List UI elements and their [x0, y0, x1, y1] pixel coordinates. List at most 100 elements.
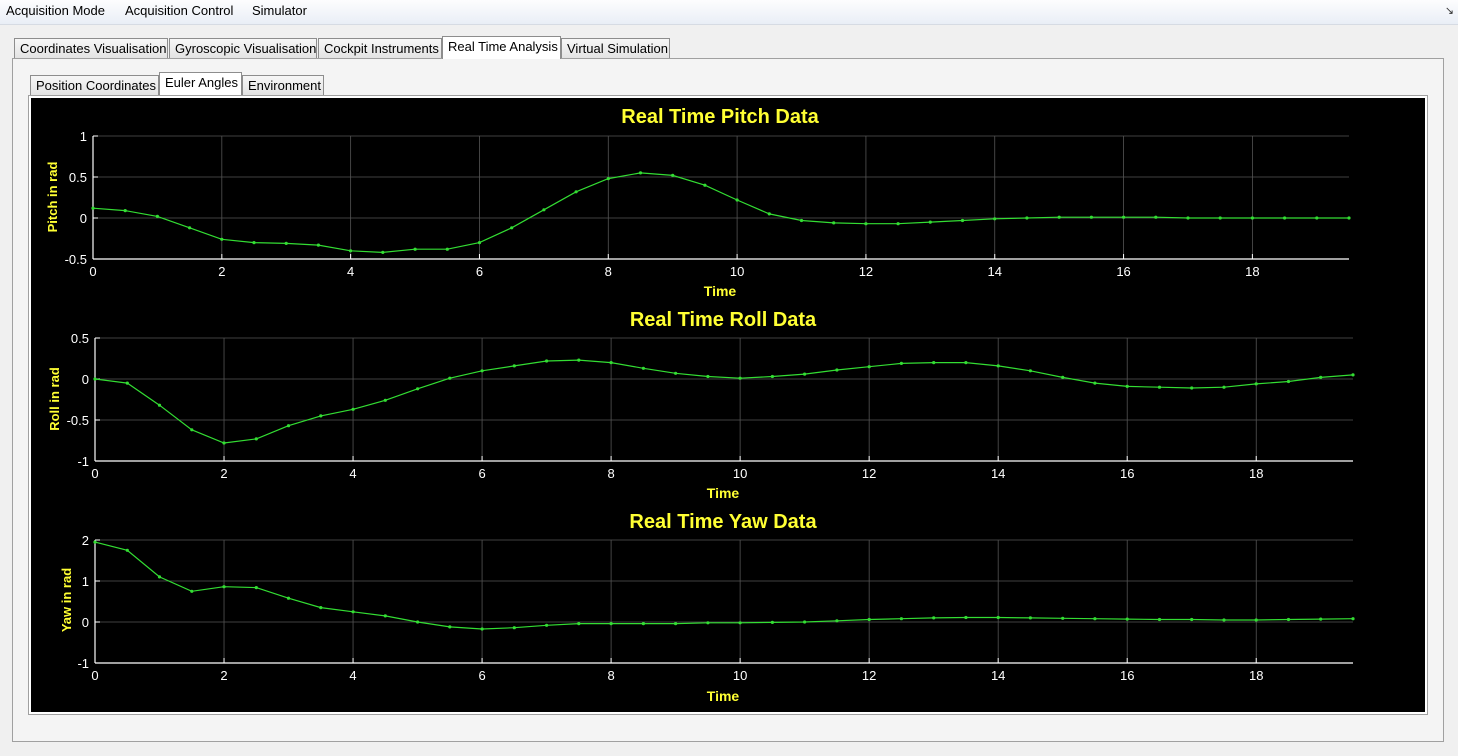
yaw-data-point — [93, 540, 97, 544]
pitch-xtick-label: 2 — [218, 264, 225, 279]
roll-data-point — [706, 374, 710, 379]
pitch-series-line — [92, 172, 1349, 254]
roll-xtick-label: 0 — [91, 466, 98, 481]
roll-data-point — [125, 381, 129, 385]
pitch-data-point — [864, 222, 868, 226]
pitch-xtick-label: 16 — [1116, 264, 1130, 279]
pitch-data-point — [1186, 216, 1190, 220]
yaw-data-point — [674, 622, 678, 626]
roll-data-point — [416, 387, 420, 391]
roll-xtick-label: 4 — [349, 466, 356, 481]
yaw-data-point — [545, 623, 549, 627]
pitch-data-point — [767, 212, 771, 216]
pitch-data-point — [1122, 215, 1126, 219]
roll-data-point — [899, 361, 904, 365]
yaw-data-point — [125, 548, 129, 552]
roll-data-point — [319, 414, 323, 418]
roll-xtick-label: 12 — [862, 466, 876, 481]
tab-coordinates-visualisation[interactable]: Coordinates Visualisation — [14, 38, 168, 58]
pitch-data-point — [445, 247, 449, 251]
tab-gyroscopic-visualisation[interactable]: Gyroscopic Visualisation — [169, 38, 317, 58]
yaw-xtick-label: 10 — [733, 668, 747, 683]
yaw-data-point — [964, 615, 968, 620]
menu-bar: Acquisition Mode Acquisition Control Sim… — [0, 0, 1458, 25]
pitch-xtick-label: 0 — [89, 264, 96, 279]
roll-data-point — [674, 371, 678, 375]
restore-arrow-icon[interactable]: ↘ — [1444, 5, 1454, 17]
menu-acquisition-control[interactable]: Acquisition Control — [125, 3, 234, 18]
yaw-data-point — [577, 622, 581, 626]
roll-data-point — [286, 424, 291, 428]
roll-data-point — [770, 374, 775, 379]
yaw-xtick-label: 4 — [349, 668, 356, 683]
yaw-data-point — [803, 620, 807, 624]
yaw-ytick-label: -1 — [77, 656, 89, 671]
roll-data-point — [835, 368, 839, 372]
yaw-data-point — [867, 617, 871, 622]
yaw-xtick-label: 6 — [478, 668, 485, 683]
pitch-data-point — [1347, 216, 1351, 220]
roll-ytick-label: -0.5 — [67, 413, 89, 428]
yaw-data-point — [835, 619, 839, 623]
plot-figure: 0 2 4 6 8 10 12 14 16 18 -0.5 0 0.5 1 Real Time Pitch… — [31, 98, 1425, 712]
tab-cockpit-instruments[interactable]: Cockpit Instruments — [318, 38, 442, 58]
pitch-data-point — [1025, 216, 1029, 220]
roll-chart: 0 2 4 6 8 10 12 14 16 18 -1 -0.5 0 0.5 Real Time Roll… — [47, 309, 1355, 501]
roll-data-point — [1190, 386, 1194, 390]
yaw-xtick-label: 12 — [862, 668, 876, 683]
yaw-data-point — [1190, 617, 1194, 622]
yaw-data-point — [190, 589, 194, 593]
pitch-data-point — [960, 218, 965, 223]
pitch-data-point — [252, 241, 256, 245]
pitch-data-point — [1315, 216, 1319, 220]
yaw-data-point — [416, 620, 420, 624]
roll-ytick-label: -1 — [77, 454, 89, 469]
pitch-data-point — [1283, 216, 1287, 220]
tab-real-time-analysis[interactable]: Real Time Analysis — [442, 36, 561, 59]
roll-data-point — [1222, 385, 1226, 389]
roll-xtick-label: 8 — [607, 466, 614, 481]
pitch-data-point — [220, 237, 224, 241]
menu-simulator[interactable]: Simulator — [252, 3, 307, 18]
yaw-data-point — [738, 621, 742, 625]
roll-data-point — [1125, 384, 1129, 388]
yaw-data-point — [1028, 616, 1032, 620]
pitch-data-point — [188, 226, 192, 230]
yaw-xtick-label: 16 — [1120, 668, 1134, 683]
yaw-xtick-label: 8 — [607, 668, 614, 683]
yaw-data-point — [1286, 617, 1291, 622]
yaw-data-point — [1157, 617, 1162, 622]
roll-data-point — [1254, 382, 1258, 386]
yaw-data-point — [351, 610, 355, 614]
roll-chart-xlabel: Time — [707, 485, 740, 501]
pitch-data-point — [703, 183, 707, 187]
yaw-data-point — [1093, 617, 1097, 621]
yaw-ytick-label: 2 — [82, 533, 89, 548]
tab-position-coordinates[interactable]: Position Coordinates — [30, 75, 159, 95]
pitch-data-point — [284, 241, 288, 245]
tab-virtual-simulation[interactable]: Virtual Simulation — [561, 38, 670, 58]
pitch-data-point — [574, 190, 578, 194]
tab-euler-angles[interactable]: Euler Angles — [159, 72, 242, 95]
yaw-data-point — [319, 606, 323, 610]
roll-data-point — [932, 361, 936, 365]
roll-data-point — [545, 359, 549, 363]
roll-ytick-label: 0.5 — [71, 331, 89, 346]
roll-data-point — [1061, 375, 1065, 379]
roll-data-point — [1093, 381, 1097, 385]
yaw-data-point — [480, 627, 484, 631]
menu-acquisition-mode[interactable]: Acquisition Mode — [6, 3, 105, 18]
tab-environment[interactable]: Environment — [242, 75, 324, 95]
yaw-data-point — [1222, 618, 1226, 622]
yaw-ytick-label: 0 — [82, 615, 89, 630]
pitch-data-point — [1057, 215, 1061, 219]
pitch-chart-xlabel: Time — [704, 283, 737, 299]
roll-data-point — [351, 407, 355, 411]
yaw-chart-xlabel: Time — [707, 688, 740, 704]
pitch-data-point — [1154, 215, 1158, 219]
roll-data-point — [480, 369, 484, 373]
yaw-data-point — [286, 596, 291, 600]
yaw-data-point — [932, 616, 936, 620]
roll-xtick-label: 6 — [478, 466, 485, 481]
pitch-ytick-label: 0 — [80, 211, 87, 226]
